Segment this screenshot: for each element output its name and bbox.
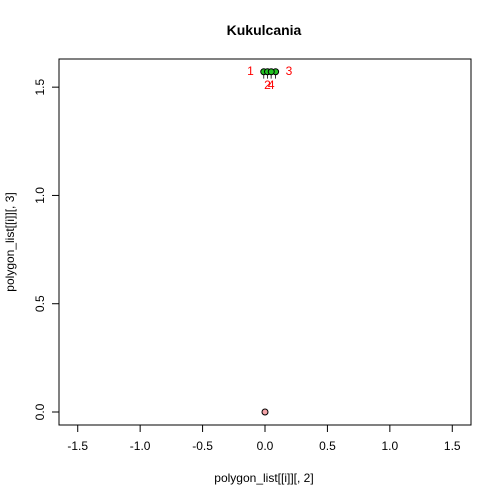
x-tick-label: -1.5	[67, 439, 88, 453]
y-tick-label: 0.0	[33, 403, 47, 420]
point-label-2: 2	[264, 78, 271, 92]
chart-title: Kukulcania	[227, 22, 302, 38]
x-tick-label: 0.5	[319, 439, 336, 453]
point-label-1: 1	[247, 64, 254, 78]
x-tick-label: -1.0	[130, 439, 151, 453]
y-tick-label: 0.5	[33, 295, 47, 312]
y-tick-label: 1.5	[33, 78, 47, 95]
base-point	[261, 408, 269, 416]
data-point-4	[267, 68, 275, 76]
plot-frame	[58, 58, 472, 426]
x-tick-label: 1.5	[444, 439, 461, 453]
x-axis-title: polygon_list[[i]][, 2]	[214, 471, 313, 485]
y-axis: 0.0 0.5 1.0 1.5	[33, 78, 60, 420]
point-label-4: 4	[268, 78, 275, 92]
point-label-3: 3	[286, 64, 293, 78]
x-tick-label: 1.0	[382, 439, 399, 453]
x-tick-label: 0.0	[257, 439, 274, 453]
x-tick-label: -0.5	[192, 439, 213, 453]
y-axis-title: polygon_list[[i]][, 3]	[3, 192, 17, 291]
data-points: 12 34	[247, 64, 293, 416]
y-tick-label: 1.0	[33, 187, 47, 204]
x-axis: -1.5 -1.0 -0.5 0.0 0.5 1.0 1.5	[67, 424, 461, 453]
